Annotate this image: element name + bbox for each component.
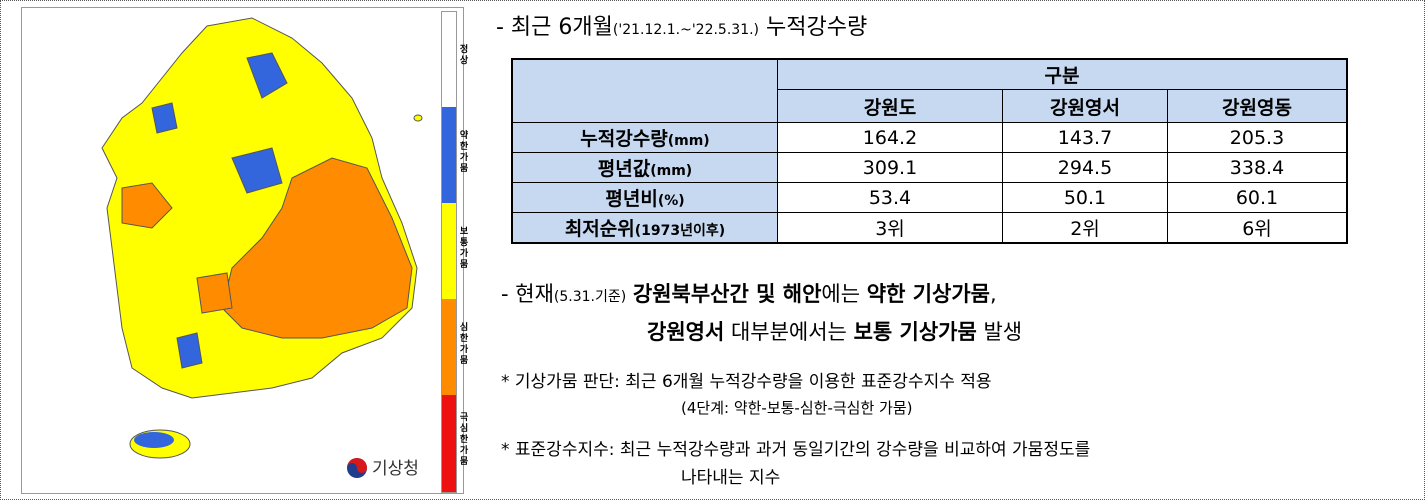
status-line: - 현재(5.31.기준) 강원북부산간 및 해안에는 약한 기상가뭄,	[501, 278, 997, 308]
note-text: 최근 누적강수량과 과거 동일기간의 강수량을 비교하여 가뭄정도를	[619, 440, 1091, 460]
logo-mark	[347, 458, 367, 473]
table-cell: 309.1	[777, 152, 1003, 183]
note: * 표준강수지수: 최근 누적강수량과 과거 동일기간의 강수량을 비교하여 가…	[501, 435, 1090, 460]
heading: - 최근 6개월('21.12.1.~'22.5.31.) 누적강수량	[496, 9, 867, 41]
table-cell: 143.7	[1002, 122, 1168, 153]
table-cell: 294.5	[1002, 152, 1168, 183]
orange-region	[196, 272, 233, 314]
row-label: 누적강수량	[580, 128, 668, 150]
logo-text: 기상청	[372, 459, 419, 479]
note: (4단계: 약한-보통-심한-극심한 가뭄)	[681, 399, 913, 417]
legend-bar	[441, 11, 457, 493]
row-header: 평년값(mm)	[511, 152, 778, 183]
jeju-blue	[134, 432, 174, 448]
blue-region	[231, 147, 283, 194]
blue-region	[176, 332, 203, 369]
legend-label: 보통가뭄	[459, 227, 469, 270]
table-cell: 6위	[1167, 212, 1348, 244]
text: (5.31.기준)	[553, 289, 627, 305]
table-cell: 2위	[1002, 212, 1168, 244]
island	[413, 114, 423, 122]
legend-label: 심한가뭄	[459, 323, 469, 366]
row-label: 평년비	[605, 188, 658, 210]
text: - 현재	[501, 282, 554, 306]
note: 나타내는 지수	[681, 468, 781, 488]
heading-suffix: 누적강수량	[766, 15, 868, 40]
heading-period: ('21.12.1.~'22.5.31.)	[612, 22, 760, 38]
group-header: 구분	[777, 58, 1348, 90]
blue-region	[246, 52, 288, 99]
column-header: 강원도	[777, 89, 1003, 123]
text: 강원북부산간 및 해안	[632, 282, 822, 306]
map: 기상청	[101, 17, 423, 479]
data-table: 구분 강원도 강원영서 강원영동 누적강수량(mm) 164.2 143.7 205.…	[511, 58, 1348, 244]
legend-swatch	[442, 12, 456, 107]
heading-prefix: - 최근 6개월	[496, 15, 613, 40]
table-cell: 50.1	[1002, 182, 1168, 213]
legend-label: 정상	[459, 45, 469, 66]
row-unit: (%)	[657, 193, 685, 209]
table-cell: 3위	[777, 212, 1003, 244]
legend-label: 약한가뭄	[459, 131, 469, 174]
orange-region	[221, 157, 413, 339]
table-row: 평년값(mm) 309.1 294.5 338.4	[511, 152, 1348, 183]
row-header: 누적강수량(mm)	[511, 122, 778, 153]
map-frame: 기상청	[21, 7, 464, 494]
note-title: * 표준강수지수:	[501, 440, 615, 460]
table-row: 평년비(%) 53.4 50.1 60.1	[511, 182, 1348, 213]
blue-region	[151, 102, 178, 134]
row-unit: (1973년이후)	[634, 223, 726, 239]
table-row: 최저순위(1973년이후) 3위 2위 6위	[511, 212, 1348, 244]
row-unit: (mm)	[650, 163, 693, 179]
orange-region	[121, 182, 173, 229]
legend-label: 극심한가뭄	[459, 413, 469, 467]
note-text: 최근 6개월 누적강수량을 이용한 표준강수지수 적용	[625, 372, 992, 392]
text: 보통 기상가뭄	[853, 320, 977, 344]
column-header: 강원영서	[1002, 89, 1168, 123]
table-cell: 164.2	[777, 122, 1003, 153]
row-unit: (mm)	[667, 133, 710, 149]
row-label: 최저순위	[564, 218, 635, 240]
table-row: 누적강수량(mm) 164.2 143.7 205.3	[511, 122, 1348, 153]
row-header: 평년비(%)	[511, 182, 778, 213]
table-cell: 338.4	[1167, 152, 1348, 183]
text: 대부분에서는	[724, 320, 854, 344]
text: 에는	[821, 282, 867, 306]
table-cell: 205.3	[1167, 122, 1348, 153]
status-line: 강원영서 대부분에서는 보통 기상가뭄 발생	[647, 316, 1022, 346]
corner-cell	[511, 58, 778, 123]
note: * 기상가뭄 판단: 최근 6개월 누적강수량을 이용한 표준강수지수 적용	[501, 367, 992, 392]
legend-swatch	[442, 107, 456, 203]
table-cell: 60.1	[1167, 182, 1348, 213]
row-header: 최저순위(1973년이후)	[511, 212, 778, 244]
table-cell: 53.4	[777, 182, 1003, 213]
text: 강원영서	[647, 320, 725, 344]
row-label: 평년값	[597, 158, 651, 180]
text: ,	[989, 282, 997, 306]
text: 발생	[976, 320, 1023, 344]
legend-swatch	[442, 395, 456, 492]
legend-swatch	[442, 299, 456, 395]
text: 약한 기상가뭄	[866, 282, 990, 306]
legend-swatch	[442, 203, 456, 299]
column-header: 강원영동	[1167, 89, 1348, 123]
note-title: * 기상가뭄 판단:	[501, 372, 620, 392]
